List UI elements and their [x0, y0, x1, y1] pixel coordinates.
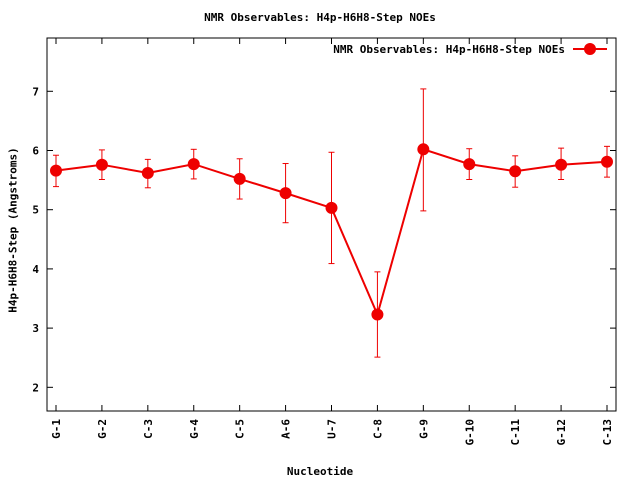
y-tick-label: 4 [32, 263, 39, 276]
data-point [555, 158, 568, 171]
x-tick-label: C-3 [142, 419, 155, 439]
data-point [417, 143, 430, 156]
x-tick-label: C-13 [601, 419, 614, 446]
data-point [325, 201, 338, 214]
data-points [50, 143, 613, 321]
data-point [187, 158, 200, 171]
legend-marker [584, 43, 596, 55]
data-point [279, 187, 292, 200]
data-point [371, 308, 384, 321]
error-bars [53, 88, 610, 358]
x-tick-label: C-8 [371, 419, 384, 439]
data-point [509, 165, 522, 178]
x-ticks: G-1 G-2 C-3 G-4 C-5 A-6 U-7 C-8 G-9 G-10 C-11 G-12 C… [50, 38, 614, 446]
x-tick-label: C-5 [234, 419, 247, 439]
chart-title: NMR Observables: H4p-H6H8-Step NOEs [204, 11, 436, 24]
x-axis-label: Nucleotide [286, 465, 354, 478]
y-tick-label: 5 [32, 204, 39, 217]
legend-label: NMR Observables: H4p-H6H8-Step NOEs [333, 43, 565, 56]
x-tick-label: G-12 [555, 419, 568, 446]
legend: NMR Observables: H4p-H6H8-Step NOEs [333, 43, 607, 56]
x-tick-label: G-1 [50, 419, 63, 439]
x-tick-label: G-9 [417, 419, 430, 439]
data-point [141, 166, 154, 179]
y-ticks: 2 3 4 5 6 7 [32, 85, 616, 394]
y-tick-label: 6 [32, 144, 39, 157]
x-tick-label: G-2 [96, 419, 109, 439]
data-point [601, 155, 613, 168]
data-point [50, 164, 62, 177]
data-point [233, 172, 246, 185]
data-point [95, 158, 108, 171]
data-point [463, 158, 476, 171]
x-tick-label: A-6 [280, 419, 293, 439]
y-tick-label: 2 [32, 381, 39, 394]
y-tick-label: 3 [32, 322, 39, 335]
x-tick-label: G-10 [463, 419, 476, 446]
y-tick-label: 7 [32, 85, 39, 98]
x-tick-label: C-11 [509, 419, 522, 446]
x-tick-label: G-4 [188, 419, 201, 439]
x-tick-label: U-7 [326, 419, 339, 439]
